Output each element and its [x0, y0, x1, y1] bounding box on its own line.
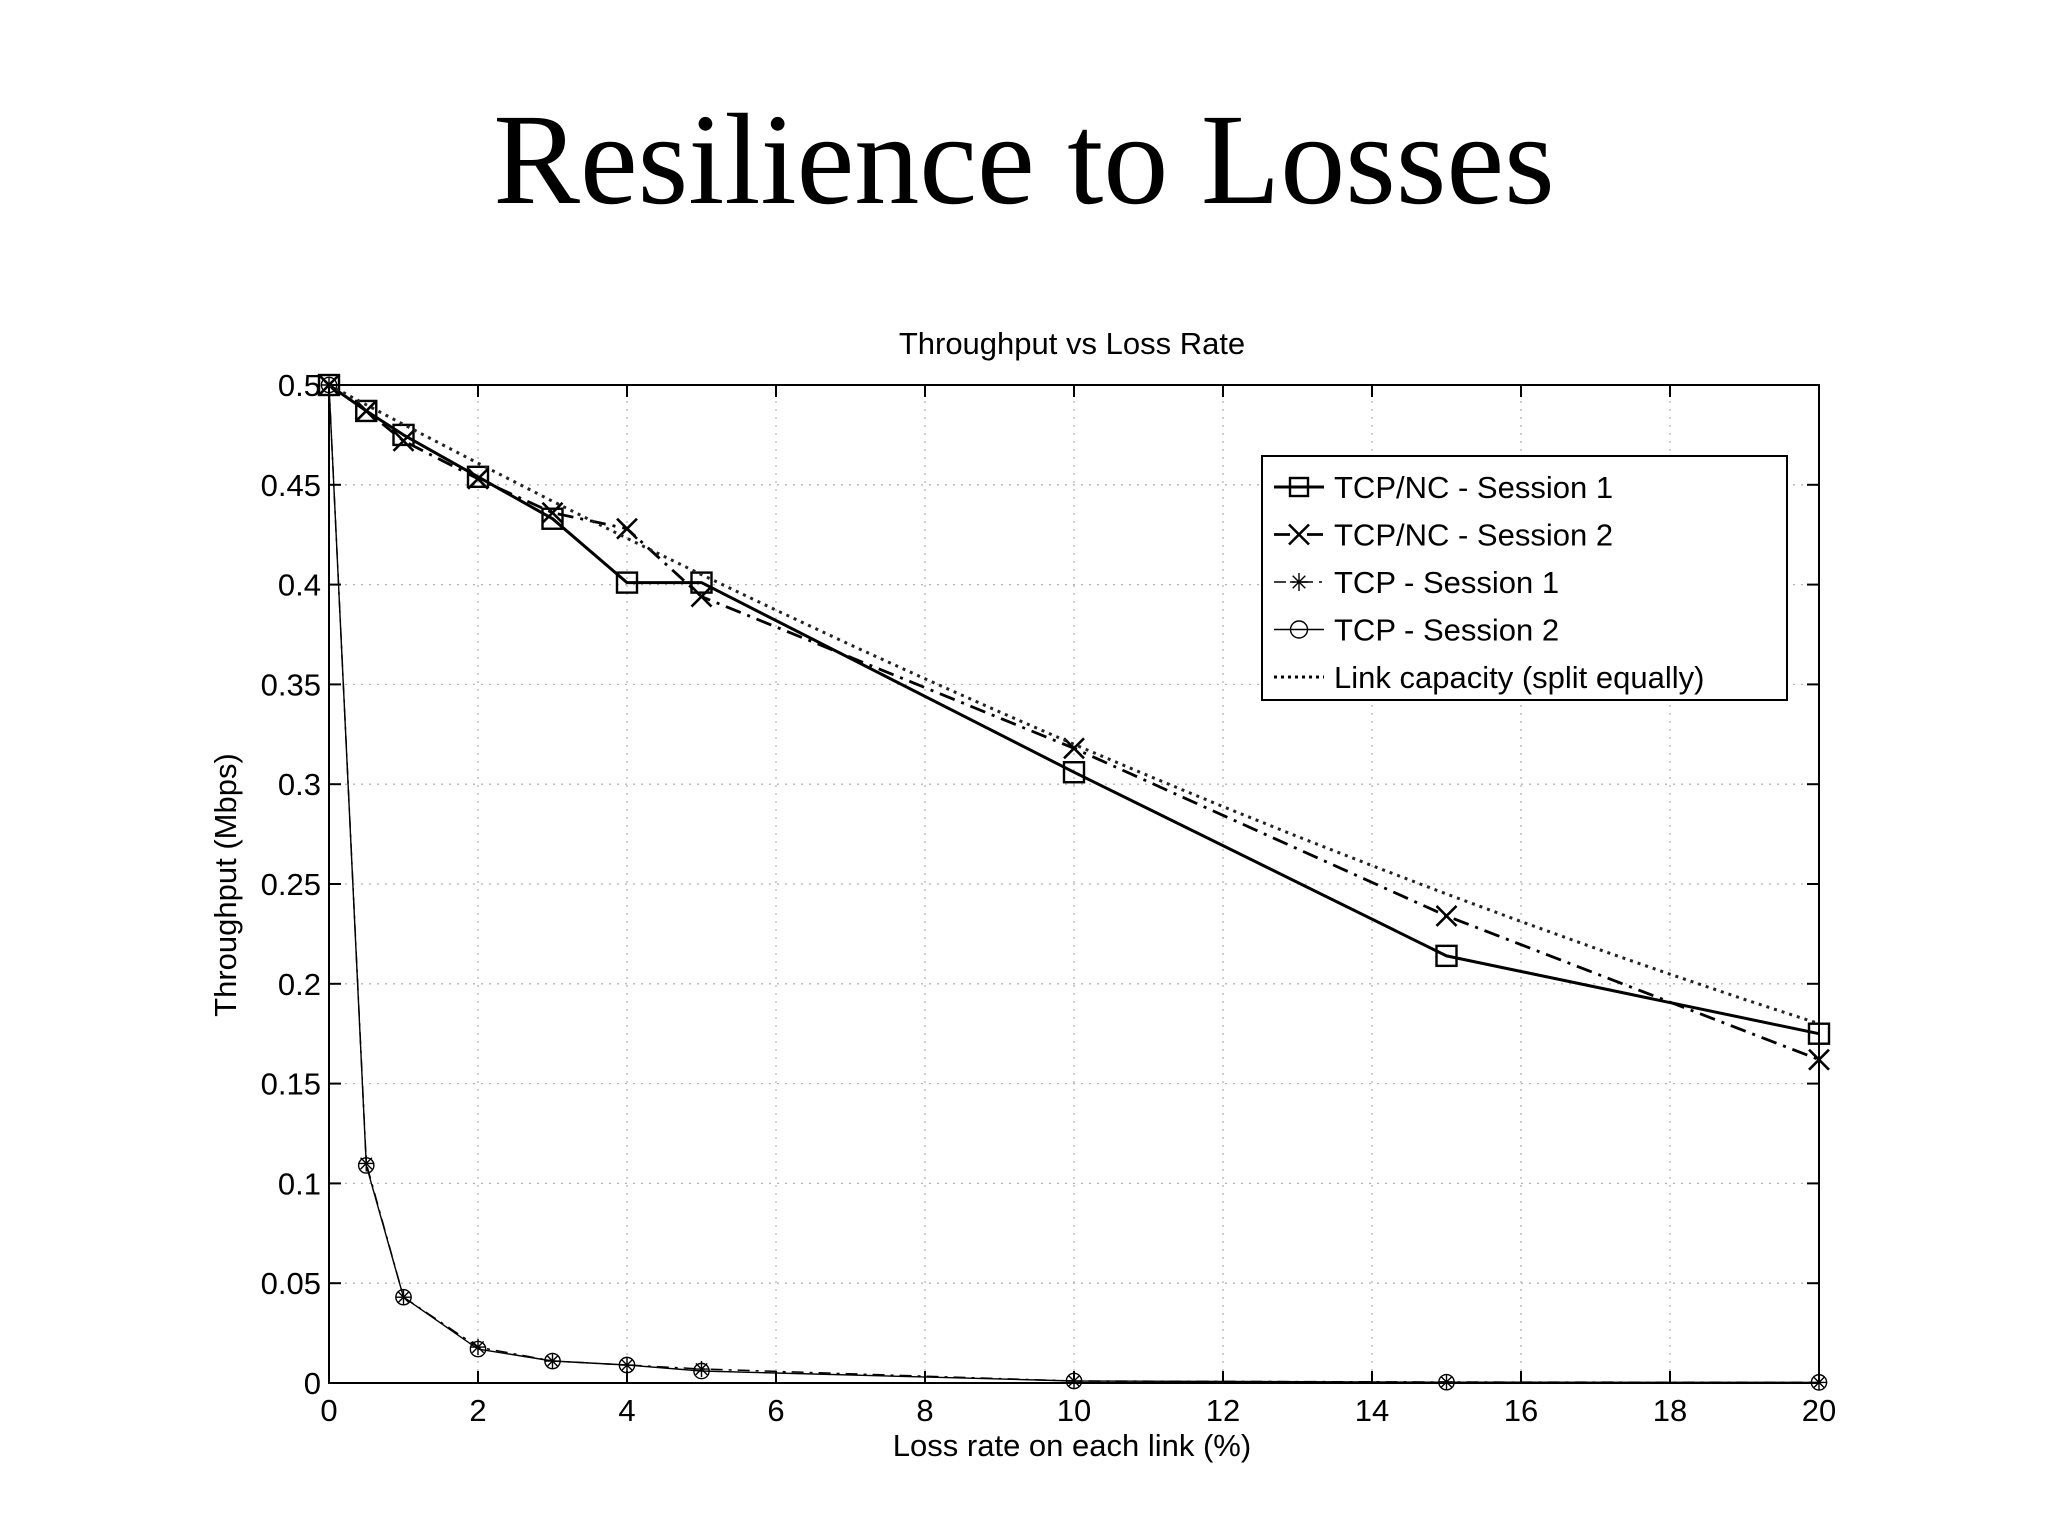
y-axis-label: Throughput (Mbps) [208, 753, 243, 1017]
marker-circle [395, 1288, 412, 1306]
legend-label: TCP/NC - Session 2 [1334, 518, 1613, 553]
marker-x-stroke [690, 585, 713, 608]
marker-x-stroke [541, 501, 564, 524]
legend-box [1261, 455, 1788, 701]
marker-circle [693, 1362, 710, 1380]
marker-square [1062, 761, 1086, 784]
marker-x [690, 585, 713, 608]
legend-item: TCP - Session 2 [1274, 613, 1559, 648]
legend-label: Link capacity (split equally) [1334, 660, 1704, 695]
legend: TCP/NC - Session 1 TCP/NC - Session 2 TCP … [1261, 455, 1788, 701]
x-tick-label: 14 [1355, 1393, 1389, 1428]
marker-circle [544, 1352, 561, 1370]
y-tick-label: 0.45 [261, 468, 321, 503]
marker-circle [357, 1157, 375, 1174]
series-line [328, 383, 1820, 1036]
series-tcp-nc-session-1 [317, 373, 1831, 1045]
x-axis-label: Loss rate on each link (%) [893, 1428, 1251, 1463]
marker-square [466, 465, 490, 489]
y-tick-label: 0.1 [278, 1166, 321, 1201]
legend-label: TCP - Session 2 [1334, 613, 1559, 648]
chart-title: Throughput vs Loss Rate [899, 326, 1245, 361]
series-line [328, 384, 1820, 1384]
marker-x [541, 501, 564, 524]
marker-x [355, 400, 378, 422]
x-tick-label: 18 [1653, 1393, 1687, 1428]
marker-circle [469, 1340, 487, 1358]
marker-x [1435, 905, 1458, 927]
marker-square [355, 399, 378, 423]
marker-x [467, 467, 489, 490]
y-tick-label: 0.25 [261, 867, 321, 902]
marker-x [616, 517, 638, 540]
x-tick-label: 8 [916, 1393, 933, 1428]
x-tick-label: 6 [767, 1393, 784, 1428]
marker-x-stroke [467, 467, 489, 490]
y-tick-label: 0.2 [278, 967, 321, 1002]
marker-square [615, 571, 639, 594]
x-tick-label: 20 [1802, 1393, 1836, 1428]
series-link-capacity-split-equally [328, 383, 1820, 1026]
x-tick-label: 10 [1057, 1393, 1091, 1428]
y-tick-label: 0.05 [261, 1266, 321, 1301]
legend-label: TCP - Session 1 [1334, 565, 1559, 600]
marker-x [1288, 523, 1310, 546]
marker-star-stroke [1292, 575, 1306, 589]
marker-x [1063, 737, 1085, 760]
x-tick-label: 0 [320, 1393, 337, 1428]
x-tick-label: 2 [469, 1393, 486, 1428]
legend-item: TCP/NC - Session 2 [1274, 518, 1613, 553]
series-line [328, 383, 1820, 1061]
marker-star-stroke [471, 1340, 485, 1354]
legend-item: TCP/NC - Session 1 [1274, 470, 1613, 505]
x-tick-label: 12 [1206, 1393, 1240, 1428]
marker-square [1435, 944, 1458, 968]
marker-square [541, 507, 564, 530]
axis-ticks: 0 2 4 6 8 10 12 14 16 18 20 0 0.05 0.1 0.15 0.2 0.25 0.3 0… [261, 368, 1837, 1428]
marker-circle [1065, 1372, 1083, 1390]
marker-x-stroke [1063, 737, 1085, 760]
y-tick-label: 0.4 [278, 568, 321, 603]
marker-circle [1289, 620, 1309, 639]
y-tick-label: 0.5 [278, 368, 321, 403]
marker-square [690, 571, 713, 594]
y-tick-label: 0.35 [261, 667, 321, 702]
marker-star-stroke [695, 1362, 708, 1376]
marker-square [1288, 476, 1310, 498]
y-tick-label: 0.15 [261, 1067, 321, 1102]
series-line [328, 383, 1820, 1026]
marker-circle [618, 1356, 636, 1374]
legend-label: TCP/NC - Session 1 [1334, 470, 1613, 505]
marker-star [1290, 573, 1308, 591]
slide-title: Resilience to Losses [493, 88, 1555, 232]
x-tick-label: 4 [618, 1393, 635, 1428]
series-tcp-nc-session-2 [318, 374, 1830, 1071]
marker-x-stroke [392, 429, 415, 452]
y-tick-label: 0 [304, 1366, 321, 1401]
plot-frame [328, 384, 1820, 1384]
marker-x [392, 429, 415, 452]
marker-x-stroke [1435, 905, 1458, 927]
legend-item: TCP - Session 1 [1274, 565, 1559, 600]
marker-x-stroke [1288, 523, 1310, 546]
y-tick-label: 0.3 [278, 767, 321, 802]
x-tick-label: 16 [1504, 1393, 1538, 1428]
marker-square [392, 423, 415, 447]
series-layer [317, 373, 1831, 1391]
legend-item: Link capacity (split equally) [1274, 660, 1704, 695]
marker-x-stroke [355, 400, 378, 422]
marker-x-stroke [616, 517, 638, 540]
